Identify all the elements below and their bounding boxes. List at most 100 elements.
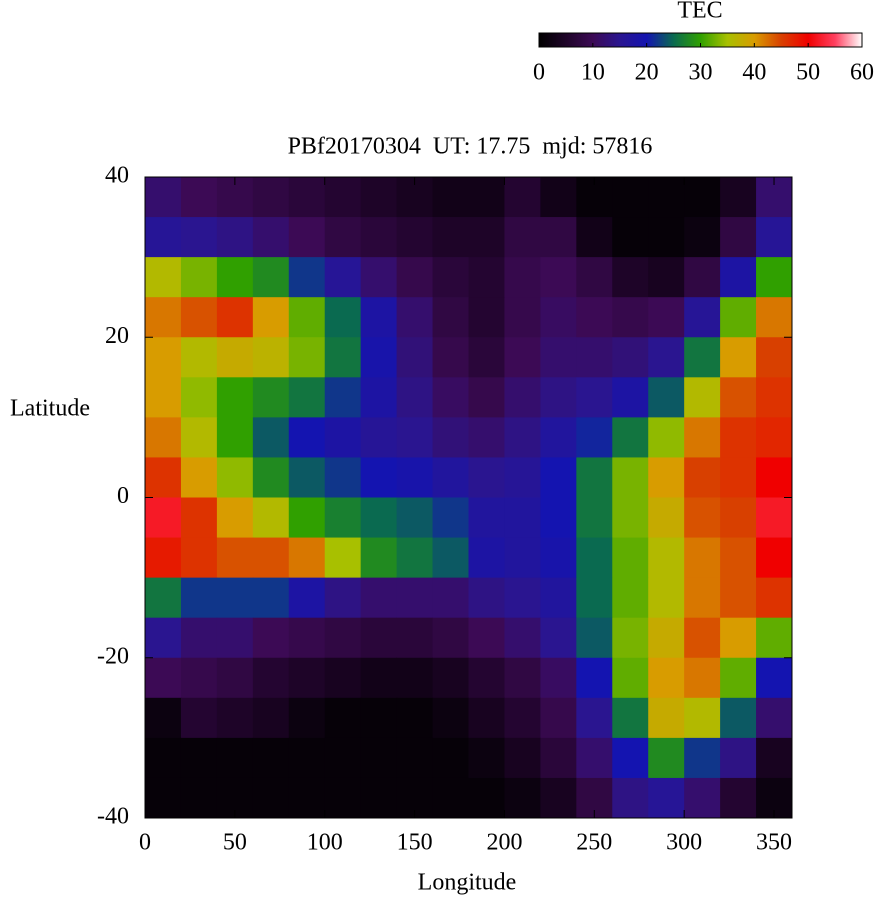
heatmap-cell xyxy=(504,217,541,258)
heatmap-cell xyxy=(432,297,469,338)
heatmap-cell xyxy=(684,417,721,458)
heatmap-cell xyxy=(540,657,577,699)
heatmap-cell xyxy=(288,657,326,699)
heatmap-cell xyxy=(216,577,254,619)
colorbar-tick-label: 10 xyxy=(581,60,605,86)
colorbar-tick-label: 30 xyxy=(689,60,713,86)
heatmap-cell xyxy=(756,217,793,258)
heatmap-cell xyxy=(216,417,254,458)
heatmap-cell xyxy=(648,777,685,819)
colorbar-tick-label: 40 xyxy=(742,60,766,86)
heatmap-cell xyxy=(468,657,505,699)
heatmap-cell xyxy=(216,737,254,779)
x-tick-label: 100 xyxy=(307,830,343,856)
heatmap-cell xyxy=(612,737,649,779)
heatmap-cell xyxy=(360,257,398,298)
heatmap-cell xyxy=(252,497,290,539)
heatmap-cell xyxy=(720,377,757,418)
heatmap-cell xyxy=(540,177,577,218)
heatmap-cell xyxy=(720,657,757,699)
heatmap-cell xyxy=(648,737,685,779)
heatmap-cell xyxy=(756,337,793,378)
heatmap-cell xyxy=(288,217,326,258)
y-tick-label: 40 xyxy=(105,163,129,189)
heatmap-cell xyxy=(720,177,757,218)
heatmap-cell xyxy=(648,337,685,378)
heatmap-cell xyxy=(288,257,326,298)
heatmap-cell xyxy=(324,737,362,779)
heatmap-cell xyxy=(648,577,685,619)
heatmap-cell xyxy=(468,537,505,579)
heatmap-cell xyxy=(396,497,434,539)
heatmap-cell xyxy=(720,297,757,338)
heatmap-cell xyxy=(504,577,541,619)
heatmap-cell xyxy=(504,657,541,699)
heatmap-cell xyxy=(720,777,757,819)
y-tick-label: 0 xyxy=(117,483,129,509)
heatmap-cell xyxy=(612,257,649,298)
heatmap-cell xyxy=(468,497,505,539)
heatmap-cell xyxy=(612,297,649,338)
heatmap-cell xyxy=(432,217,469,258)
heatmap-cell xyxy=(216,217,254,258)
heatmap-cell xyxy=(684,297,721,338)
heatmap-cell xyxy=(288,577,326,619)
heatmap-cell xyxy=(288,737,326,779)
heatmap-cell xyxy=(324,617,362,659)
heatmap-cell xyxy=(396,257,434,298)
heatmap-cell xyxy=(540,577,577,619)
heatmap-cell xyxy=(612,217,649,258)
heatmap-cell xyxy=(432,617,469,659)
heatmap-cell xyxy=(576,697,613,739)
heatmap-cell xyxy=(145,737,182,779)
heatmap-cell xyxy=(684,617,721,659)
heatmap-cell xyxy=(216,497,254,539)
heatmap-cell xyxy=(468,377,505,418)
heatmap-cell xyxy=(648,497,685,539)
heatmap-cell xyxy=(360,777,398,819)
heatmap-cell xyxy=(180,497,218,539)
heatmap-cell xyxy=(252,337,290,378)
heatmap-cell xyxy=(432,177,469,218)
heatmap-cell xyxy=(540,377,577,418)
heatmap-cell xyxy=(180,457,218,498)
heatmap-cell xyxy=(576,457,613,498)
heatmap-cell xyxy=(504,417,541,458)
heatmap-cell xyxy=(216,537,254,579)
heatmap-cell xyxy=(648,657,685,699)
heatmap-cell xyxy=(288,297,326,338)
heatmap-cell xyxy=(360,537,398,579)
heatmap-cell xyxy=(612,457,649,498)
heatmap-cell xyxy=(360,177,398,218)
heatmap-cell xyxy=(720,697,757,739)
heatmap-cell xyxy=(720,577,757,619)
heatmap-cell xyxy=(720,497,757,539)
heatmap-cell xyxy=(145,617,182,659)
heatmap-cell xyxy=(396,697,434,739)
heatmap-cell xyxy=(324,377,362,418)
heatmap-cell xyxy=(756,417,793,458)
heatmap-cell xyxy=(684,457,721,498)
heatmap-cell xyxy=(180,737,218,779)
heatmap-cell xyxy=(612,417,649,458)
heatmap-cell xyxy=(324,337,362,378)
heatmap-cell xyxy=(324,777,362,819)
heatmap-cell xyxy=(145,177,182,218)
heatmap-cell xyxy=(145,217,182,258)
heatmap-cell xyxy=(145,377,182,418)
heatmap-cell xyxy=(145,777,182,819)
heatmap-cell xyxy=(612,777,649,819)
heatmap-cell xyxy=(360,377,398,418)
heatmap-cell xyxy=(216,657,254,699)
heatmap-cell xyxy=(756,737,793,779)
heatmap-cell xyxy=(648,297,685,338)
heatmap-cell xyxy=(540,257,577,298)
heatmap-cell xyxy=(180,417,218,458)
heatmap-cell xyxy=(324,497,362,539)
colorbar-label: TEC xyxy=(677,0,722,24)
heatmap-cell xyxy=(540,217,577,258)
heatmap-cell xyxy=(648,697,685,739)
x-tick-label: 0 xyxy=(139,830,151,856)
heatmap-cell xyxy=(504,297,541,338)
